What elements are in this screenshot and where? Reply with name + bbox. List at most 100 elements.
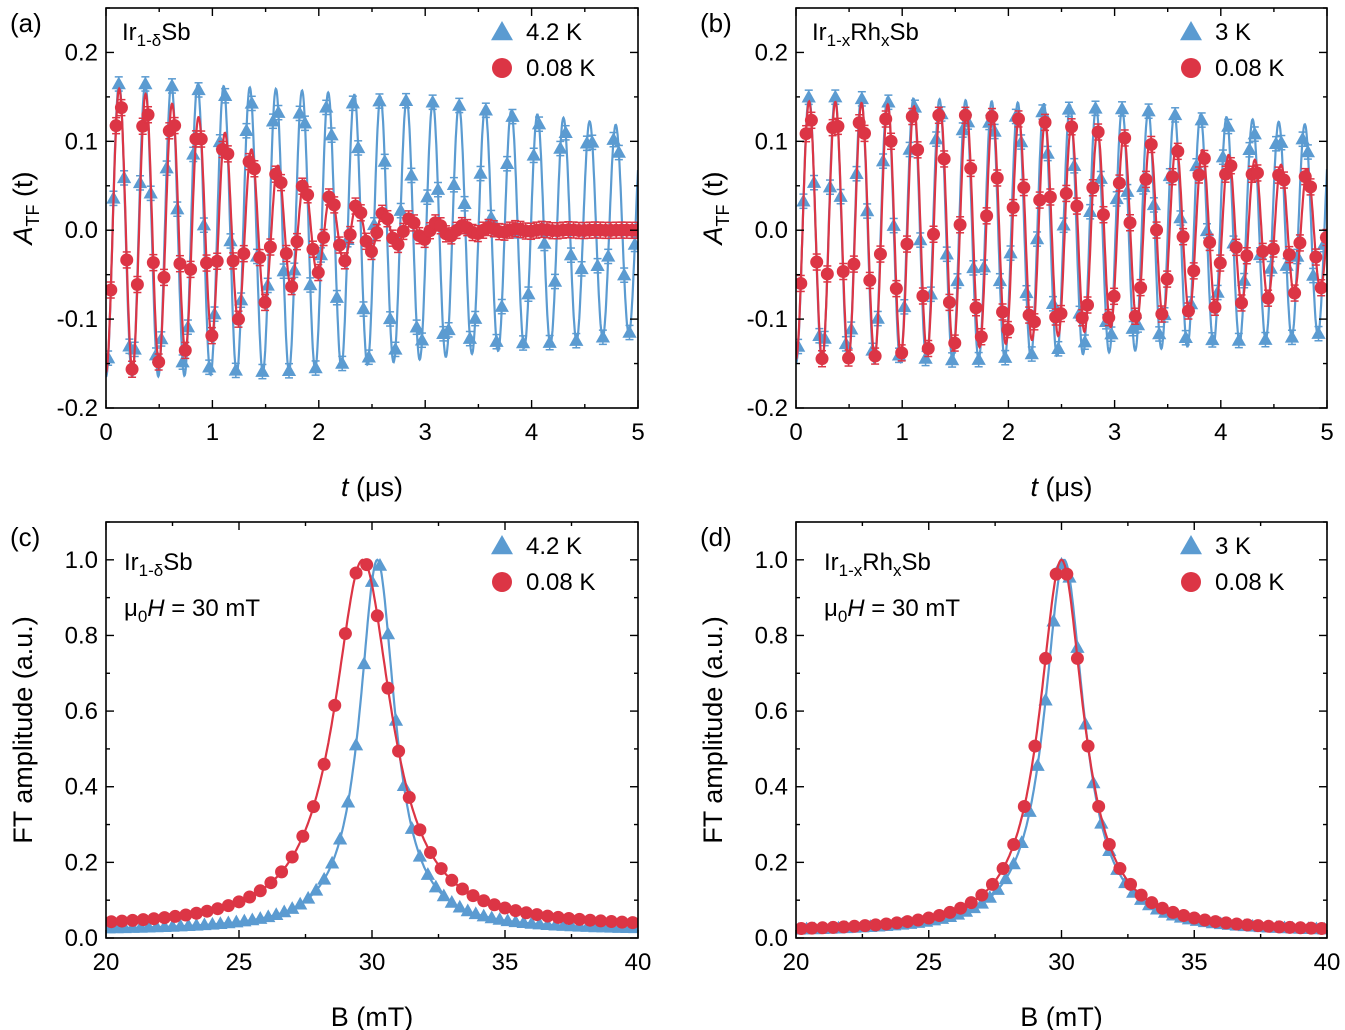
data-point — [277, 904, 292, 918]
data-point — [900, 237, 914, 251]
data-point — [1208, 915, 1222, 929]
data-point — [837, 920, 851, 934]
data-point — [309, 882, 324, 896]
data-point — [178, 343, 192, 357]
data-point — [168, 909, 182, 923]
data-point — [388, 341, 403, 355]
x-tick-label: 30 — [359, 949, 386, 976]
data-point — [1028, 739, 1042, 753]
data-point — [191, 82, 206, 96]
data-point — [1284, 329, 1300, 343]
y-tick-label: 0.2 — [755, 39, 788, 66]
data-point — [354, 206, 368, 220]
data-point — [922, 911, 936, 925]
data-point — [1263, 261, 1278, 274]
data-point — [998, 871, 1013, 885]
data-point — [1199, 223, 1215, 237]
data-point — [114, 101, 128, 115]
data-point — [998, 350, 1013, 363]
data-point — [301, 188, 315, 202]
data-point — [869, 918, 883, 932]
legend-b: 3 K 0.08 K — [1180, 19, 1284, 82]
data-point — [918, 350, 933, 364]
data-point — [1176, 230, 1190, 244]
data-point — [364, 244, 378, 258]
data-point — [316, 871, 332, 885]
data-point — [370, 226, 384, 240]
data-point — [1213, 256, 1227, 270]
data-point — [975, 888, 989, 902]
y-axis-title: FT amplitude (a.u.) — [698, 616, 728, 844]
field-note-var: H — [147, 595, 165, 622]
data-point — [932, 108, 946, 122]
x-axis-title: t (μs) — [1030, 472, 1092, 502]
data-point — [184, 262, 198, 276]
data-point — [265, 113, 281, 127]
data-point — [324, 127, 339, 141]
data-point — [805, 921, 819, 935]
data-point — [494, 299, 509, 312]
x-tick-label: 0 — [789, 419, 802, 446]
sample-tail: Rh — [862, 549, 893, 576]
data-point — [1035, 104, 1050, 118]
y-tick-label: -0.1 — [57, 306, 98, 333]
data-point — [333, 238, 347, 252]
data-point — [547, 273, 563, 287]
data-point — [1019, 285, 1034, 299]
data-point — [436, 888, 451, 902]
data-point — [509, 904, 523, 918]
x-axis-title-var: t — [341, 472, 350, 502]
sample-sub: 1-x — [839, 561, 863, 580]
data-point — [1314, 281, 1327, 295]
data-point — [1006, 856, 1021, 870]
field-note-mu: μ — [824, 595, 838, 622]
data-point — [606, 132, 621, 145]
data-point — [221, 147, 235, 161]
panel-label: (c) — [10, 522, 40, 552]
data-point — [857, 126, 871, 140]
legend-label: 0.08 K — [1215, 569, 1284, 596]
data-point — [553, 141, 568, 154]
data-point — [340, 794, 356, 808]
data-point — [253, 251, 267, 265]
data-point — [955, 122, 970, 136]
data-point — [990, 171, 1004, 185]
data-point — [381, 681, 395, 695]
data-point — [1070, 651, 1084, 665]
data-point — [457, 196, 472, 209]
data-point — [1198, 913, 1212, 927]
data-point — [1221, 119, 1236, 132]
data-point — [847, 257, 861, 271]
data-point — [1017, 799, 1031, 813]
data-point — [109, 119, 123, 133]
data-point — [194, 132, 208, 146]
data-point — [232, 895, 246, 909]
sample-base: Ir — [124, 549, 139, 576]
data-point — [348, 737, 364, 751]
data-point — [1288, 286, 1302, 300]
x-tick-label: 40 — [1314, 949, 1341, 976]
data-point — [424, 845, 438, 859]
x-axis-title-unit: B (mT) — [1020, 1002, 1102, 1030]
data-point — [992, 273, 1008, 287]
y-axis-title: FT amplitude (a.u.) — [8, 616, 38, 844]
data-point — [948, 336, 962, 350]
data-point — [1178, 330, 1193, 343]
panel-label: (d) — [700, 522, 732, 552]
data-point — [1102, 837, 1116, 851]
y-axis-title-sub: TF — [713, 204, 733, 226]
sample-sub2: x — [893, 561, 902, 580]
data-point — [932, 909, 946, 923]
data-point — [319, 99, 334, 113]
data-point — [258, 295, 272, 309]
sample-sub2: x — [881, 31, 890, 50]
data-point — [130, 278, 144, 292]
data-point — [200, 256, 214, 270]
x-axis-title: B (mT) — [331, 1002, 413, 1030]
data-point — [1029, 231, 1045, 245]
data-point — [205, 329, 219, 343]
data-point — [1134, 281, 1148, 295]
data-point — [255, 364, 270, 377]
data-point — [985, 110, 999, 124]
field-note: μ0H = 30 mT — [124, 595, 260, 626]
